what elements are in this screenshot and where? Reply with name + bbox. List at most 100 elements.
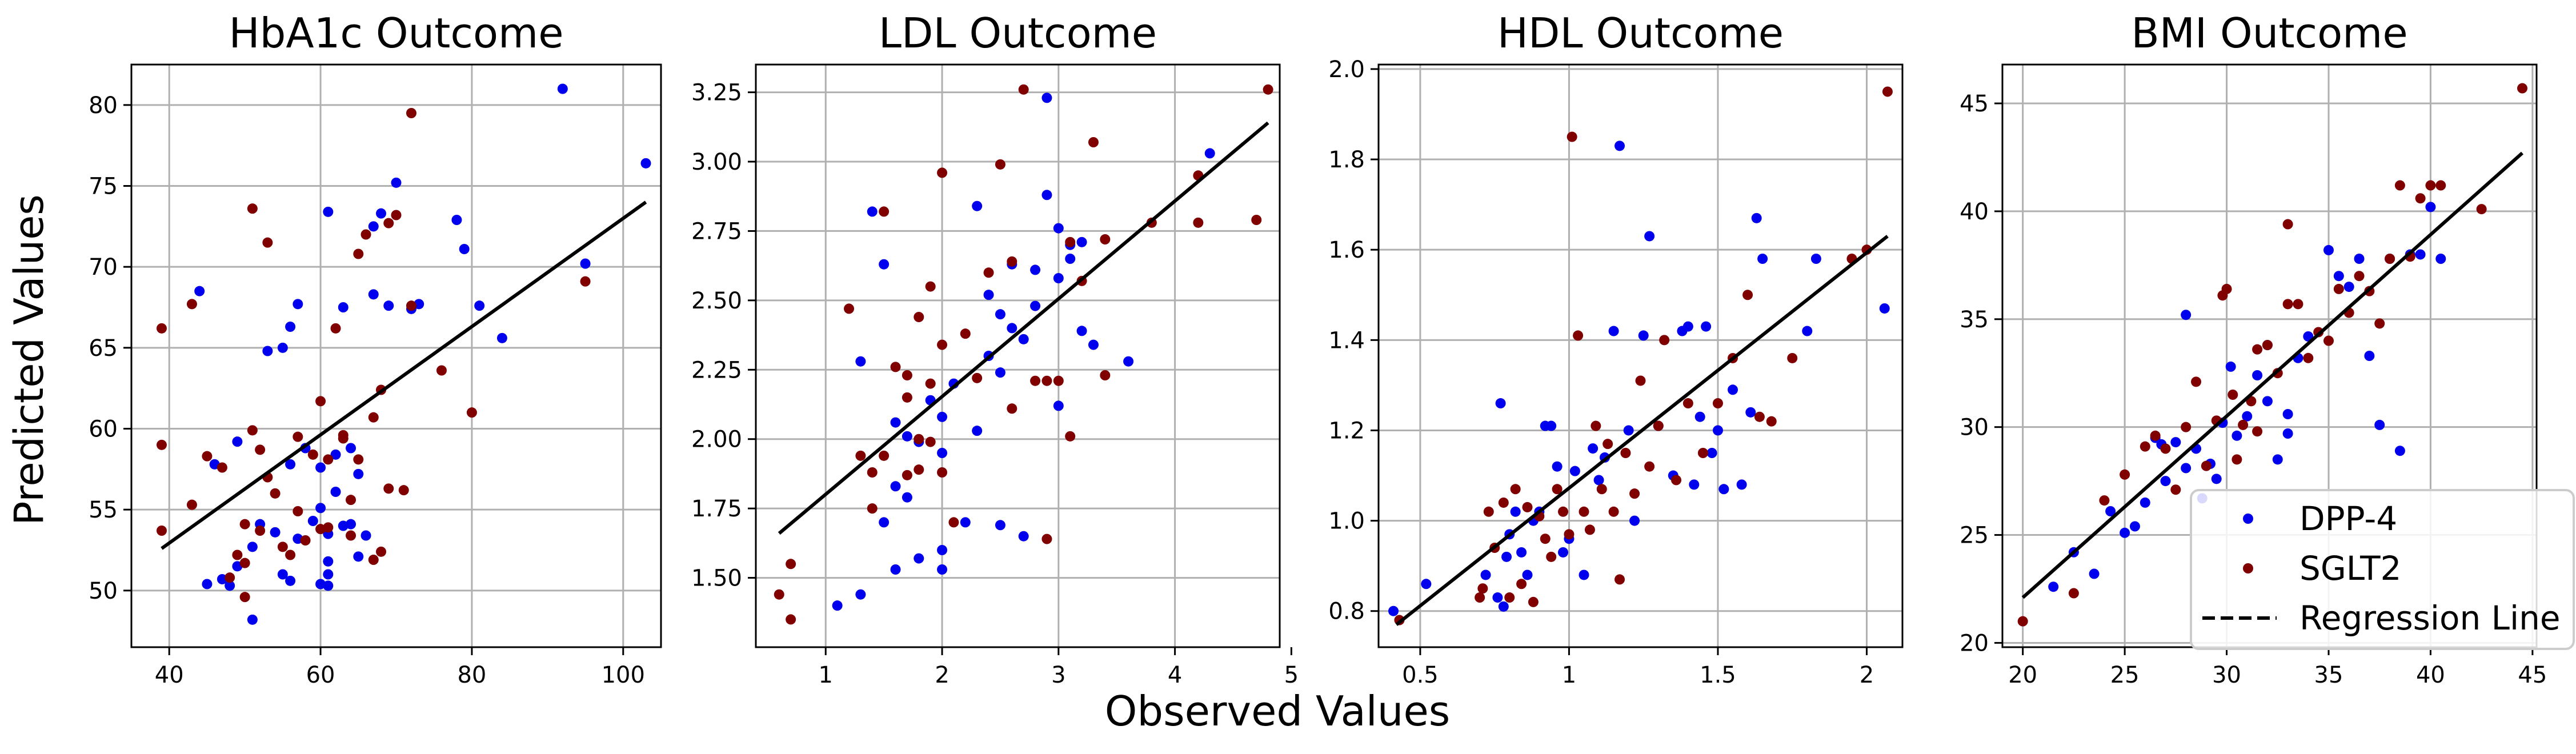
data-point (1498, 497, 1509, 508)
data-point (2140, 497, 2150, 508)
data-point (1076, 326, 1087, 336)
x-tick-label: 45 (2518, 662, 2547, 688)
data-point (2252, 344, 2263, 355)
data-point (323, 556, 334, 567)
data-point (1584, 524, 1595, 535)
data-point (1100, 370, 1111, 380)
data-point (1528, 596, 1539, 607)
data-point (270, 488, 281, 499)
data-point (1644, 231, 1655, 242)
data-point (262, 346, 273, 356)
data-point (2017, 616, 2028, 627)
x-tick-label: 40 (155, 662, 184, 688)
data-point (1065, 431, 1076, 442)
axes-frame (130, 63, 662, 648)
data-point (1623, 425, 1634, 436)
figure-xlabel: Observed Values (1105, 687, 1451, 735)
series-sglt2 (1394, 86, 1893, 625)
data-point (1552, 484, 1563, 495)
data-point (925, 436, 936, 447)
data-point (406, 108, 416, 118)
data-point (2333, 271, 2344, 282)
data-point (1041, 534, 1052, 544)
y-tick-label: 0.8 (1328, 599, 1365, 625)
data-point (1501, 551, 1512, 562)
panels: 40 60 80 100 50 55 60 65 70 75 80 HbA1c Outcome 1 2 3 4… (89, 9, 2547, 688)
data-point (1263, 84, 1273, 95)
data-point (1018, 84, 1029, 95)
y-tick-label: 50 (89, 578, 118, 604)
data-point (1030, 375, 1041, 386)
data-point (353, 248, 364, 259)
data-point (156, 439, 167, 450)
axes-frame (755, 63, 1281, 648)
data-point (1498, 601, 1509, 612)
x-tick-label: 5 (1284, 662, 1299, 688)
y-tick-label: 1.4 (1328, 327, 1365, 354)
data-point (330, 449, 341, 460)
data-point (1030, 300, 1041, 311)
data-point (247, 203, 258, 214)
data-point (1123, 356, 1134, 367)
data-point (255, 526, 266, 536)
data-point (1546, 551, 1557, 562)
data-point (353, 454, 364, 465)
data-point (2323, 335, 2334, 346)
data-point (270, 527, 281, 538)
x-tick-label: 40 (2416, 662, 2445, 688)
data-point (1712, 425, 1723, 436)
data-point (2150, 430, 2161, 441)
data-point (1041, 375, 1052, 386)
data-point (323, 522, 334, 533)
series-sglt2 (774, 84, 1273, 625)
data-point (391, 177, 402, 188)
data-point (360, 229, 371, 240)
data-point (2238, 419, 2249, 430)
y-tick-label: 30 (1960, 415, 1989, 441)
data-point (277, 569, 288, 580)
data-point (1510, 506, 1521, 517)
data-point (2048, 581, 2059, 592)
series-dpp4 (1388, 141, 1890, 616)
data-point (315, 503, 326, 514)
data-point (1682, 321, 1693, 332)
data-point (1596, 484, 1607, 495)
data-point (1516, 579, 1527, 589)
data-point (557, 83, 568, 94)
data-point (902, 431, 912, 442)
data-point (346, 530, 356, 541)
data-point (285, 459, 296, 470)
data-point (855, 450, 866, 461)
data-point (293, 299, 303, 310)
data-point (995, 367, 1005, 378)
data-point (832, 600, 843, 611)
data-point (914, 464, 924, 475)
data-point (972, 426, 983, 436)
data-point (2228, 390, 2238, 400)
data-point (902, 470, 912, 480)
legend-label-regression: Regression Line (2299, 599, 2561, 637)
data-point (1100, 234, 1111, 244)
data-point (1567, 131, 1577, 142)
data-point (360, 530, 371, 541)
data-point (1682, 398, 1693, 409)
data-point (353, 468, 364, 479)
x-tick-label: 1 (819, 662, 833, 688)
y-tick-label: 55 (89, 497, 118, 523)
data-point (1620, 448, 1631, 458)
data-point (2089, 568, 2100, 579)
data-point (1065, 236, 1076, 247)
legend-entry-sglt2: SGLT2 (2243, 549, 2401, 588)
legend-marker-sglt2 (2243, 563, 2253, 573)
data-point (2282, 428, 2293, 439)
x-tick-label: 1 (1562, 662, 1576, 688)
data-point (879, 517, 890, 528)
data-point (1564, 529, 1575, 540)
data-point (315, 462, 326, 473)
data-point (255, 444, 266, 455)
data-point (232, 550, 243, 560)
data-point (247, 425, 258, 436)
series-dpp4 (194, 83, 651, 625)
y-tick-label: 3.25 (691, 80, 742, 106)
data-point (890, 417, 901, 428)
